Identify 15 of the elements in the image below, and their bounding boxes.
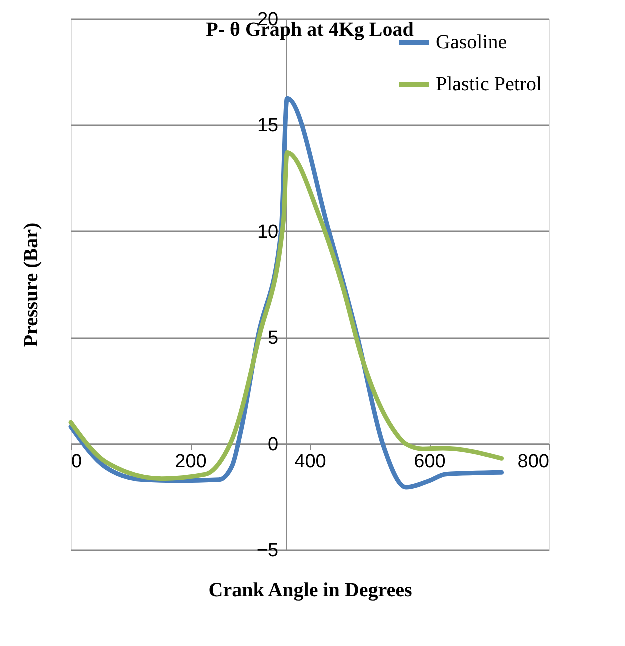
x-tick-label: 400 xyxy=(294,451,326,472)
y-tick-label: 0 xyxy=(268,434,279,456)
y-tick-label: 15 xyxy=(257,116,279,137)
y-axis-title: Pressure (Bar) xyxy=(20,222,42,348)
line-series xyxy=(68,150,504,482)
x-tick-label: 200 xyxy=(175,451,207,472)
y-tick-label: −5 xyxy=(256,540,279,562)
legend-label: Plastic Petrol xyxy=(436,74,543,96)
x-tick-label: 0 xyxy=(72,451,82,472)
legend-label: Gasoline xyxy=(436,32,508,54)
x-tick-label: 600 xyxy=(414,451,446,472)
x-axis-title: Crank Angle in Degrees xyxy=(208,580,412,602)
x-tick-label: 800 xyxy=(518,451,550,472)
y-tick-label: 5 xyxy=(268,328,279,350)
y-tick-label: 10 xyxy=(257,222,279,243)
